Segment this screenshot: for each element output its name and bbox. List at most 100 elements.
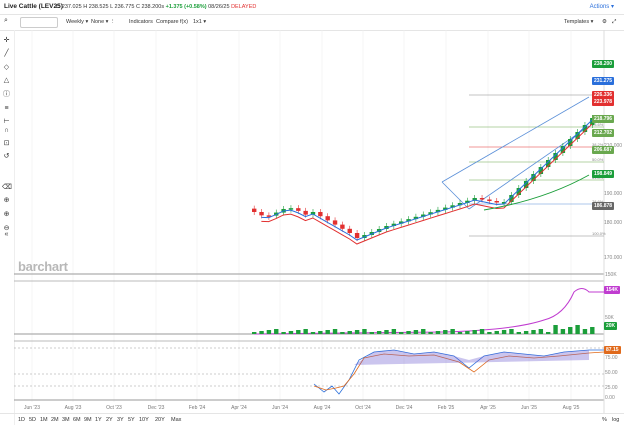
price-chart[interactable]: 23.6%38.2%50.0%61.8%78.6%100.0% Jun '23A… [14, 30, 624, 413]
candle [494, 201, 499, 203]
volume-bar [347, 331, 352, 334]
volume-bar [362, 329, 367, 334]
osc-value-label: 87.15 [604, 346, 621, 354]
chevron-down-icon: ▾ [610, 4, 614, 10]
volume-tick: 50K [605, 315, 614, 321]
volume-bar [391, 329, 397, 334]
x-axis-label: Dec '23 [148, 405, 165, 411]
volume-bar [406, 331, 411, 334]
volume-bar [288, 331, 294, 334]
compare-button[interactable]: Compare [156, 19, 179, 25]
osc-tick: 25.00 [605, 385, 618, 391]
price-value-label: 218.796 [592, 115, 615, 123]
timeframe-2y[interactable]: 2Y [106, 417, 113, 423]
close-value: C 238.200s [135, 3, 165, 10]
volume-bar [494, 331, 499, 334]
volume-bar [465, 331, 470, 334]
actions-menu[interactable]: Actions ▾ [590, 3, 614, 10]
timeframe-5d[interactable]: 5D [29, 417, 37, 423]
candle [340, 224, 345, 229]
search-icon[interactable]: ⌕ [4, 17, 8, 24]
symbol-search-input[interactable] [20, 17, 58, 28]
timeframe-1y[interactable]: 1Y [95, 417, 102, 423]
candle [391, 223, 397, 226]
interval-select[interactable]: Weekly ▾ [66, 19, 89, 25]
candle [560, 146, 566, 153]
info-icon[interactable]: ⓘ [3, 91, 10, 98]
candle [538, 167, 544, 174]
volume-bar [487, 332, 492, 334]
volume-value-label: 20K [604, 322, 618, 330]
volume-tick: 150K [605, 272, 617, 278]
crosshair-icon[interactable]: ✛ [3, 37, 10, 44]
zoom-in-icon[interactable]: ⊕ [3, 211, 10, 218]
trendline-icon[interactable]: ╱ [4, 50, 9, 57]
candle [568, 139, 573, 146]
pattern-icon[interactable]: ◇ [3, 64, 10, 71]
zoom-out-icon[interactable]: ⊖ [3, 225, 10, 232]
candle [531, 174, 536, 181]
stoch-k-line [313, 349, 604, 395]
settings-icon[interactable]: ⚙ [602, 19, 607, 25]
fib-label: 23.6% [592, 122, 604, 127]
candle [325, 216, 330, 221]
timeframe-6m[interactable]: 6M [73, 417, 81, 423]
volume-bar [516, 332, 521, 334]
candle [303, 210, 308, 215]
measure-icon[interactable]: ⊢ [3, 118, 10, 125]
price-value-label: 231.275 [592, 77, 615, 85]
percent-toggle[interactable]: % [602, 417, 607, 423]
drawing-toolbar: ✛ ╱ ◇ △ ⓘ ≡ ⊢ ∩ ⊡ ↺ ⌫ ⊕ ⊕ ⊖ « [0, 30, 15, 425]
timeframe-20y[interactable]: 20Y [155, 417, 165, 423]
candle [546, 160, 551, 167]
price-tick: 170.000 [604, 255, 623, 261]
osc-tick: 50.00 [605, 370, 618, 376]
zoom-fit-icon[interactable]: ⊕ [3, 197, 10, 204]
timeframe-3m[interactable]: 3M [62, 417, 70, 423]
fullscreen-icon[interactable]: ⤢ [612, 19, 617, 25]
indicators-button[interactable]: Indicators [129, 19, 153, 25]
fx-button[interactable]: f(x) [180, 19, 188, 25]
lock-icon[interactable]: ⊡ [3, 140, 10, 147]
candle [354, 233, 360, 238]
high-value: H 238.525 [83, 3, 109, 10]
trash-icon[interactable]: ⌫ [2, 184, 12, 191]
templates-button[interactable]: Templates ▾ [564, 19, 594, 25]
x-axis-label: Jun '25 [521, 405, 537, 411]
timeframe-9m[interactable]: 9M [84, 417, 92, 423]
volume-bar [546, 332, 551, 334]
volume-bar [531, 330, 536, 334]
volume-bar [296, 330, 301, 334]
timeframe-10y[interactable]: 10Y [139, 417, 149, 423]
timeframe-2m[interactable]: 2M [51, 417, 59, 423]
symbol-title[interactable]: Live Cattle (LEV25) [4, 3, 63, 10]
log-toggle[interactable]: log [612, 417, 620, 423]
candle [266, 215, 272, 217]
candle [435, 209, 441, 213]
layout-select[interactable]: 1x1 ▾ [193, 19, 207, 25]
undo-icon[interactable]: ↺ [3, 153, 10, 160]
volume-bar [568, 327, 573, 334]
magnet-icon[interactable]: ∩ [3, 127, 10, 134]
volume-bar [523, 331, 529, 334]
candle [509, 195, 514, 202]
candle [399, 221, 404, 224]
timeframe-1d[interactable]: 1D [18, 417, 26, 423]
fib-label: 100.0% [592, 231, 606, 236]
fib-icon[interactable]: ≡ [4, 105, 9, 112]
collapse-icon[interactable]: « [4, 231, 9, 238]
shape-icon[interactable]: △ [3, 77, 10, 84]
timeframe-bar: 1D 5D 1M 2M 3M 6M 9M 1Y 2Y 3Y 5Y 10Y 20Y Max% log [0, 413, 624, 426]
timeframe-1m[interactable]: 1M [40, 417, 48, 423]
x-axis-label: Apr '24 [231, 405, 247, 411]
timeframe-max[interactable]: Max [171, 417, 182, 423]
price-value-label: 198.849 [592, 170, 615, 178]
volume-bar [310, 332, 316, 334]
candle [332, 220, 338, 225]
volume-bar [538, 329, 544, 334]
chart-type-icon[interactable]: ⫶ [112, 19, 114, 25]
timeframe-3y[interactable]: 3Y [117, 417, 124, 423]
timeframe-5y[interactable]: 5Y [128, 417, 135, 423]
volume-bar [501, 330, 507, 334]
none-select[interactable]: None ▾ [91, 19, 109, 25]
